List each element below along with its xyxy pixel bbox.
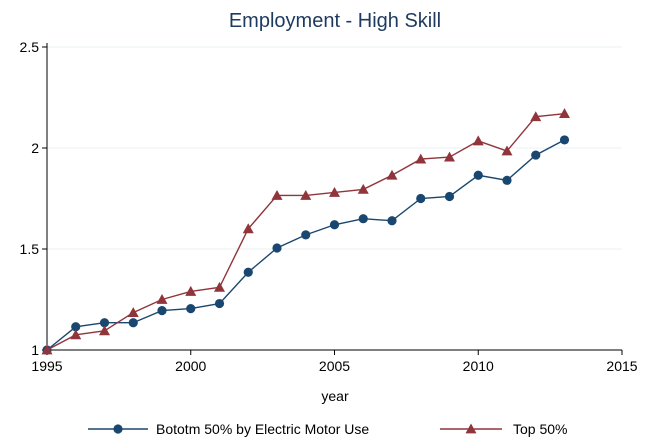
data-point (128, 318, 138, 328)
data-point (70, 329, 82, 340)
data-point (271, 189, 283, 200)
data-point (186, 303, 196, 314)
x-tick-label: 2005 (319, 358, 350, 374)
x-axis-label: year (321, 388, 349, 404)
x-tick-label: 2010 (463, 358, 494, 374)
data-point (416, 193, 426, 204)
axes: 1 1.5 2 2.5 1995 2000 2005 2010 2015 (20, 39, 638, 374)
data-point (185, 285, 197, 296)
legend-marker-2 (465, 423, 477, 434)
data-point (386, 169, 398, 180)
series-layer (41, 108, 570, 355)
y-tick-label: 1 (31, 342, 39, 358)
data-point (415, 153, 427, 164)
data-point (127, 307, 139, 318)
data-point (242, 223, 254, 234)
data-point (530, 111, 542, 122)
data-point (214, 298, 225, 309)
legend-label-2: Top 50% (513, 421, 567, 437)
data-point (387, 216, 397, 226)
data-point (41, 344, 53, 355)
data-point (214, 281, 225, 292)
x-tick-label: 2015 (606, 358, 637, 374)
legend-marker-1 (113, 424, 123, 434)
data-point (301, 230, 311, 240)
data-point (501, 145, 513, 156)
data-point (329, 186, 340, 197)
y-tick-label: 1.5 (20, 241, 40, 257)
data-point (559, 108, 570, 119)
data-point (472, 135, 484, 146)
data-point (157, 306, 167, 316)
legend-label-1: Bototm 50% by Electric Motor Use (156, 421, 369, 437)
x-tick-label: 2000 (175, 358, 206, 374)
data-point (531, 150, 541, 160)
data-point (473, 170, 483, 180)
data-point (358, 214, 368, 224)
data-point (329, 220, 340, 230)
legend: Bototm 50% by Electric Motor Use Top 50% (88, 421, 567, 437)
gridlines (47, 46, 622, 351)
data-point (559, 135, 570, 145)
data-point (243, 267, 253, 277)
y-tick-label: 2 (31, 140, 39, 156)
chart-title: Employment - High Skill (229, 10, 441, 32)
data-point (444, 191, 455, 202)
data-point (156, 294, 168, 304)
data-point (99, 325, 110, 336)
data-point (272, 243, 282, 253)
data-point (300, 189, 312, 200)
x-tick-label: 1995 (31, 358, 62, 374)
data-point (502, 175, 512, 185)
data-point (71, 322, 81, 332)
y-tick-label: 2.5 (20, 39, 40, 55)
data-point (357, 183, 369, 194)
data-point (444, 151, 455, 162)
data-point (99, 318, 110, 328)
